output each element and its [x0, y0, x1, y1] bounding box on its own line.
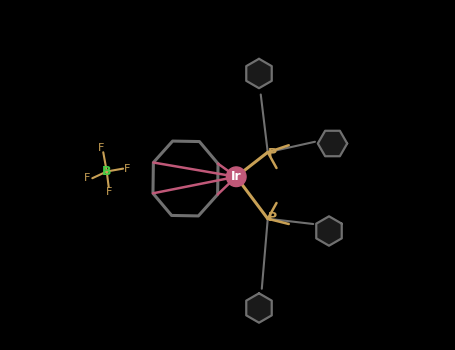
Polygon shape [246, 59, 272, 88]
Circle shape [227, 167, 246, 187]
Text: F: F [84, 173, 90, 183]
Text: F: F [98, 143, 105, 153]
Text: F: F [124, 163, 131, 174]
Text: F: F [106, 187, 112, 197]
Text: Ir: Ir [231, 170, 242, 183]
Text: P: P [268, 211, 277, 224]
Polygon shape [318, 131, 347, 156]
Text: B: B [102, 165, 111, 178]
Polygon shape [316, 216, 342, 246]
Polygon shape [246, 293, 272, 323]
Text: P: P [268, 147, 277, 160]
